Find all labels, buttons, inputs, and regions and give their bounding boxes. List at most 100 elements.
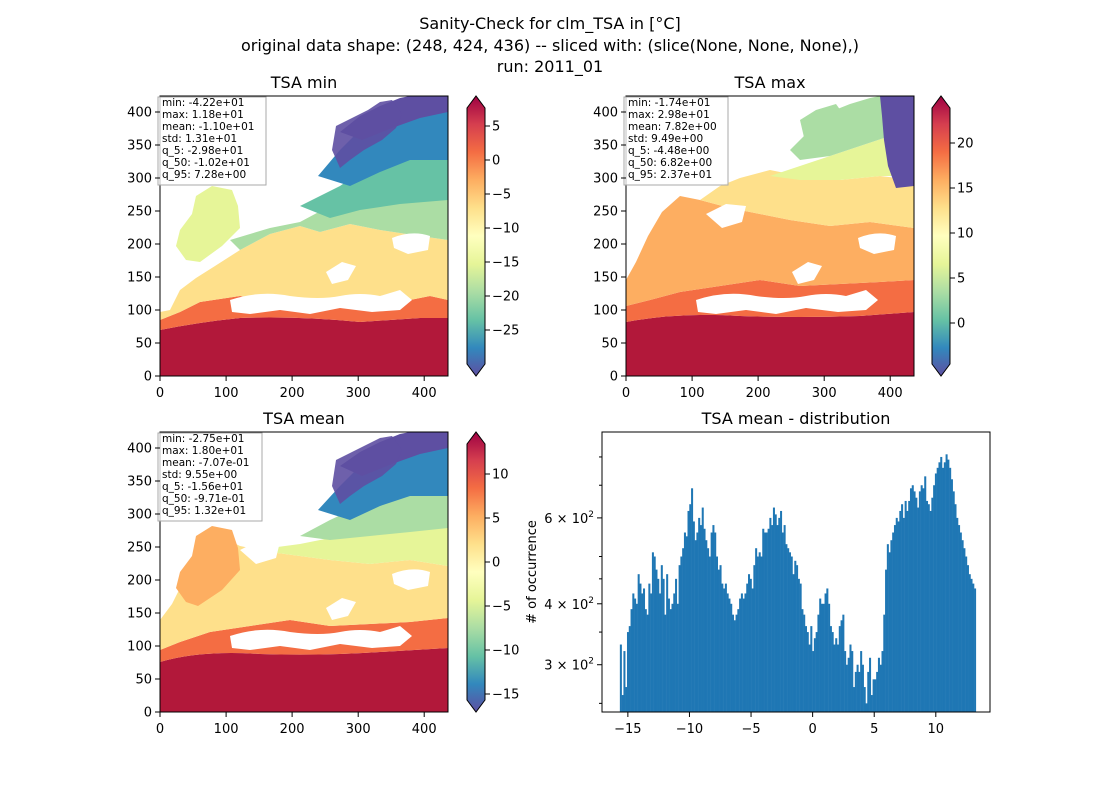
histogram-bar	[717, 569, 720, 712]
histogram-bar	[849, 644, 852, 712]
x-tick-label: 400	[878, 386, 903, 401]
histogram-bar	[820, 603, 824, 712]
histogram-bar	[949, 467, 952, 712]
stat-min: min: -2.75e+01	[162, 433, 244, 445]
histogram-bar	[655, 569, 658, 712]
histogram-bar	[771, 525, 774, 712]
histogram-bar	[735, 614, 738, 712]
histogram-bar	[804, 626, 807, 712]
histogram-bar	[767, 528, 770, 712]
histogram-bar	[879, 664, 882, 712]
histogram-bar	[731, 614, 735, 712]
x-tick-label: 0	[156, 386, 164, 401]
histogram-bar	[653, 556, 656, 712]
colorbar-tick-label: 0	[957, 317, 965, 332]
histogram-bar	[865, 703, 868, 712]
colorbar-tick-label: −5	[492, 600, 511, 615]
histogram-bar	[931, 497, 934, 712]
histogram-bar	[822, 603, 825, 712]
histogram-bar	[792, 574, 795, 712]
histogram-bars	[619, 454, 977, 712]
colorbar-tick-label: −5	[492, 188, 511, 203]
histogram-bar	[683, 532, 686, 712]
colorbar-tick-label: −15	[492, 688, 519, 703]
colorbar-tick-label: 10	[957, 227, 974, 242]
histogram-bar	[947, 459, 950, 712]
histogram-bar	[769, 517, 772, 712]
colorbar: 20 15 10 5 0	[931, 95, 974, 377]
histogram-bar	[815, 632, 818, 712]
histogram-bar	[861, 664, 864, 712]
y-tick-label: 200	[127, 238, 152, 253]
stat-max: max: 1.18e+01	[162, 109, 244, 121]
histogram-bar	[854, 671, 857, 712]
histogram-bar	[657, 578, 660, 712]
y-tick-label: 350	[127, 475, 152, 490]
stat-q50: q_50: -1.02e+01	[162, 157, 250, 169]
histogram-bar	[956, 517, 959, 712]
stat-std: std: 9.55e+00	[162, 469, 237, 481]
histogram-bar	[701, 507, 704, 712]
histogram-bar	[826, 588, 829, 712]
histogram-bar	[837, 644, 840, 712]
x-tick-label: 0	[622, 386, 630, 401]
histogram-bar	[667, 598, 670, 712]
histogram-bar	[762, 528, 765, 712]
histogram-bar	[760, 556, 763, 712]
histogram-bar	[673, 593, 676, 712]
histogram-bar	[933, 485, 936, 712]
histogram-bar	[961, 540, 964, 712]
x-tick-label: −15	[614, 722, 641, 737]
stat-q5: q_5: -2.98e+01	[162, 145, 243, 157]
histogram-bar	[685, 536, 688, 712]
x-tick-label: 200	[280, 386, 305, 401]
histogram-bar	[625, 687, 628, 712]
histogram-bar	[776, 525, 779, 712]
colorbar-tick-label: 20	[957, 137, 974, 152]
histogram-bar	[721, 583, 724, 712]
histogram-bar	[876, 671, 879, 712]
histogram-bar	[913, 491, 916, 712]
histogram-bar	[739, 598, 742, 712]
stats-box: min: -2.75e+01 max: 1.80e+01 mean: -7.07…	[157, 432, 263, 522]
x-tick-label: 10	[928, 722, 945, 737]
histogram-bar	[641, 593, 644, 712]
panel-tsa-mean-distribution: TSA mean - distribution # of occurrence …	[525, 409, 991, 737]
y-tick-label: 50	[135, 337, 152, 352]
x-tick-label: 300	[812, 386, 837, 401]
panel-title: TSA max	[733, 73, 805, 92]
histogram-bar	[772, 507, 775, 712]
histogram-bar	[723, 588, 726, 712]
y-tick-label: 400	[593, 106, 618, 121]
histogram-bar	[856, 664, 859, 712]
stat-q50: q_50: -9.71e-01	[162, 493, 245, 505]
histogram-bar	[895, 517, 898, 712]
histogram-bar	[909, 488, 913, 712]
stats-box: min: -1.74e+01 max: 2.98e+01 mean: 7.82e…	[623, 96, 729, 186]
y-tick-label: 200	[593, 238, 618, 253]
histogram-bar	[829, 626, 832, 712]
histogram-bar	[808, 644, 811, 712]
histogram-bar	[897, 521, 900, 712]
histogram-bar	[728, 598, 731, 712]
y-tick-label: 350	[127, 139, 152, 154]
x-tick-label: 100	[214, 722, 239, 737]
histogram-bar	[626, 632, 630, 712]
plot-frame	[601, 431, 991, 713]
histogram-bar	[737, 609, 740, 712]
histogram-bar	[965, 556, 968, 712]
histogram-bar	[790, 556, 793, 712]
histogram-bar	[943, 462, 946, 712]
histogram-bar	[619, 644, 622, 712]
histogram-bar	[639, 583, 642, 712]
histogram-bar	[926, 500, 929, 712]
histogram-bar	[714, 532, 717, 712]
histogram-bar	[940, 456, 943, 712]
y-tick-label: 200	[127, 574, 152, 589]
histogram-bar	[659, 593, 662, 712]
y-tick-label: 300	[593, 172, 618, 187]
histogram-bar	[863, 687, 866, 712]
histogram-bar	[651, 552, 654, 712]
colorbar-tick-label: 0	[492, 556, 500, 571]
histogram-bar	[803, 614, 806, 712]
